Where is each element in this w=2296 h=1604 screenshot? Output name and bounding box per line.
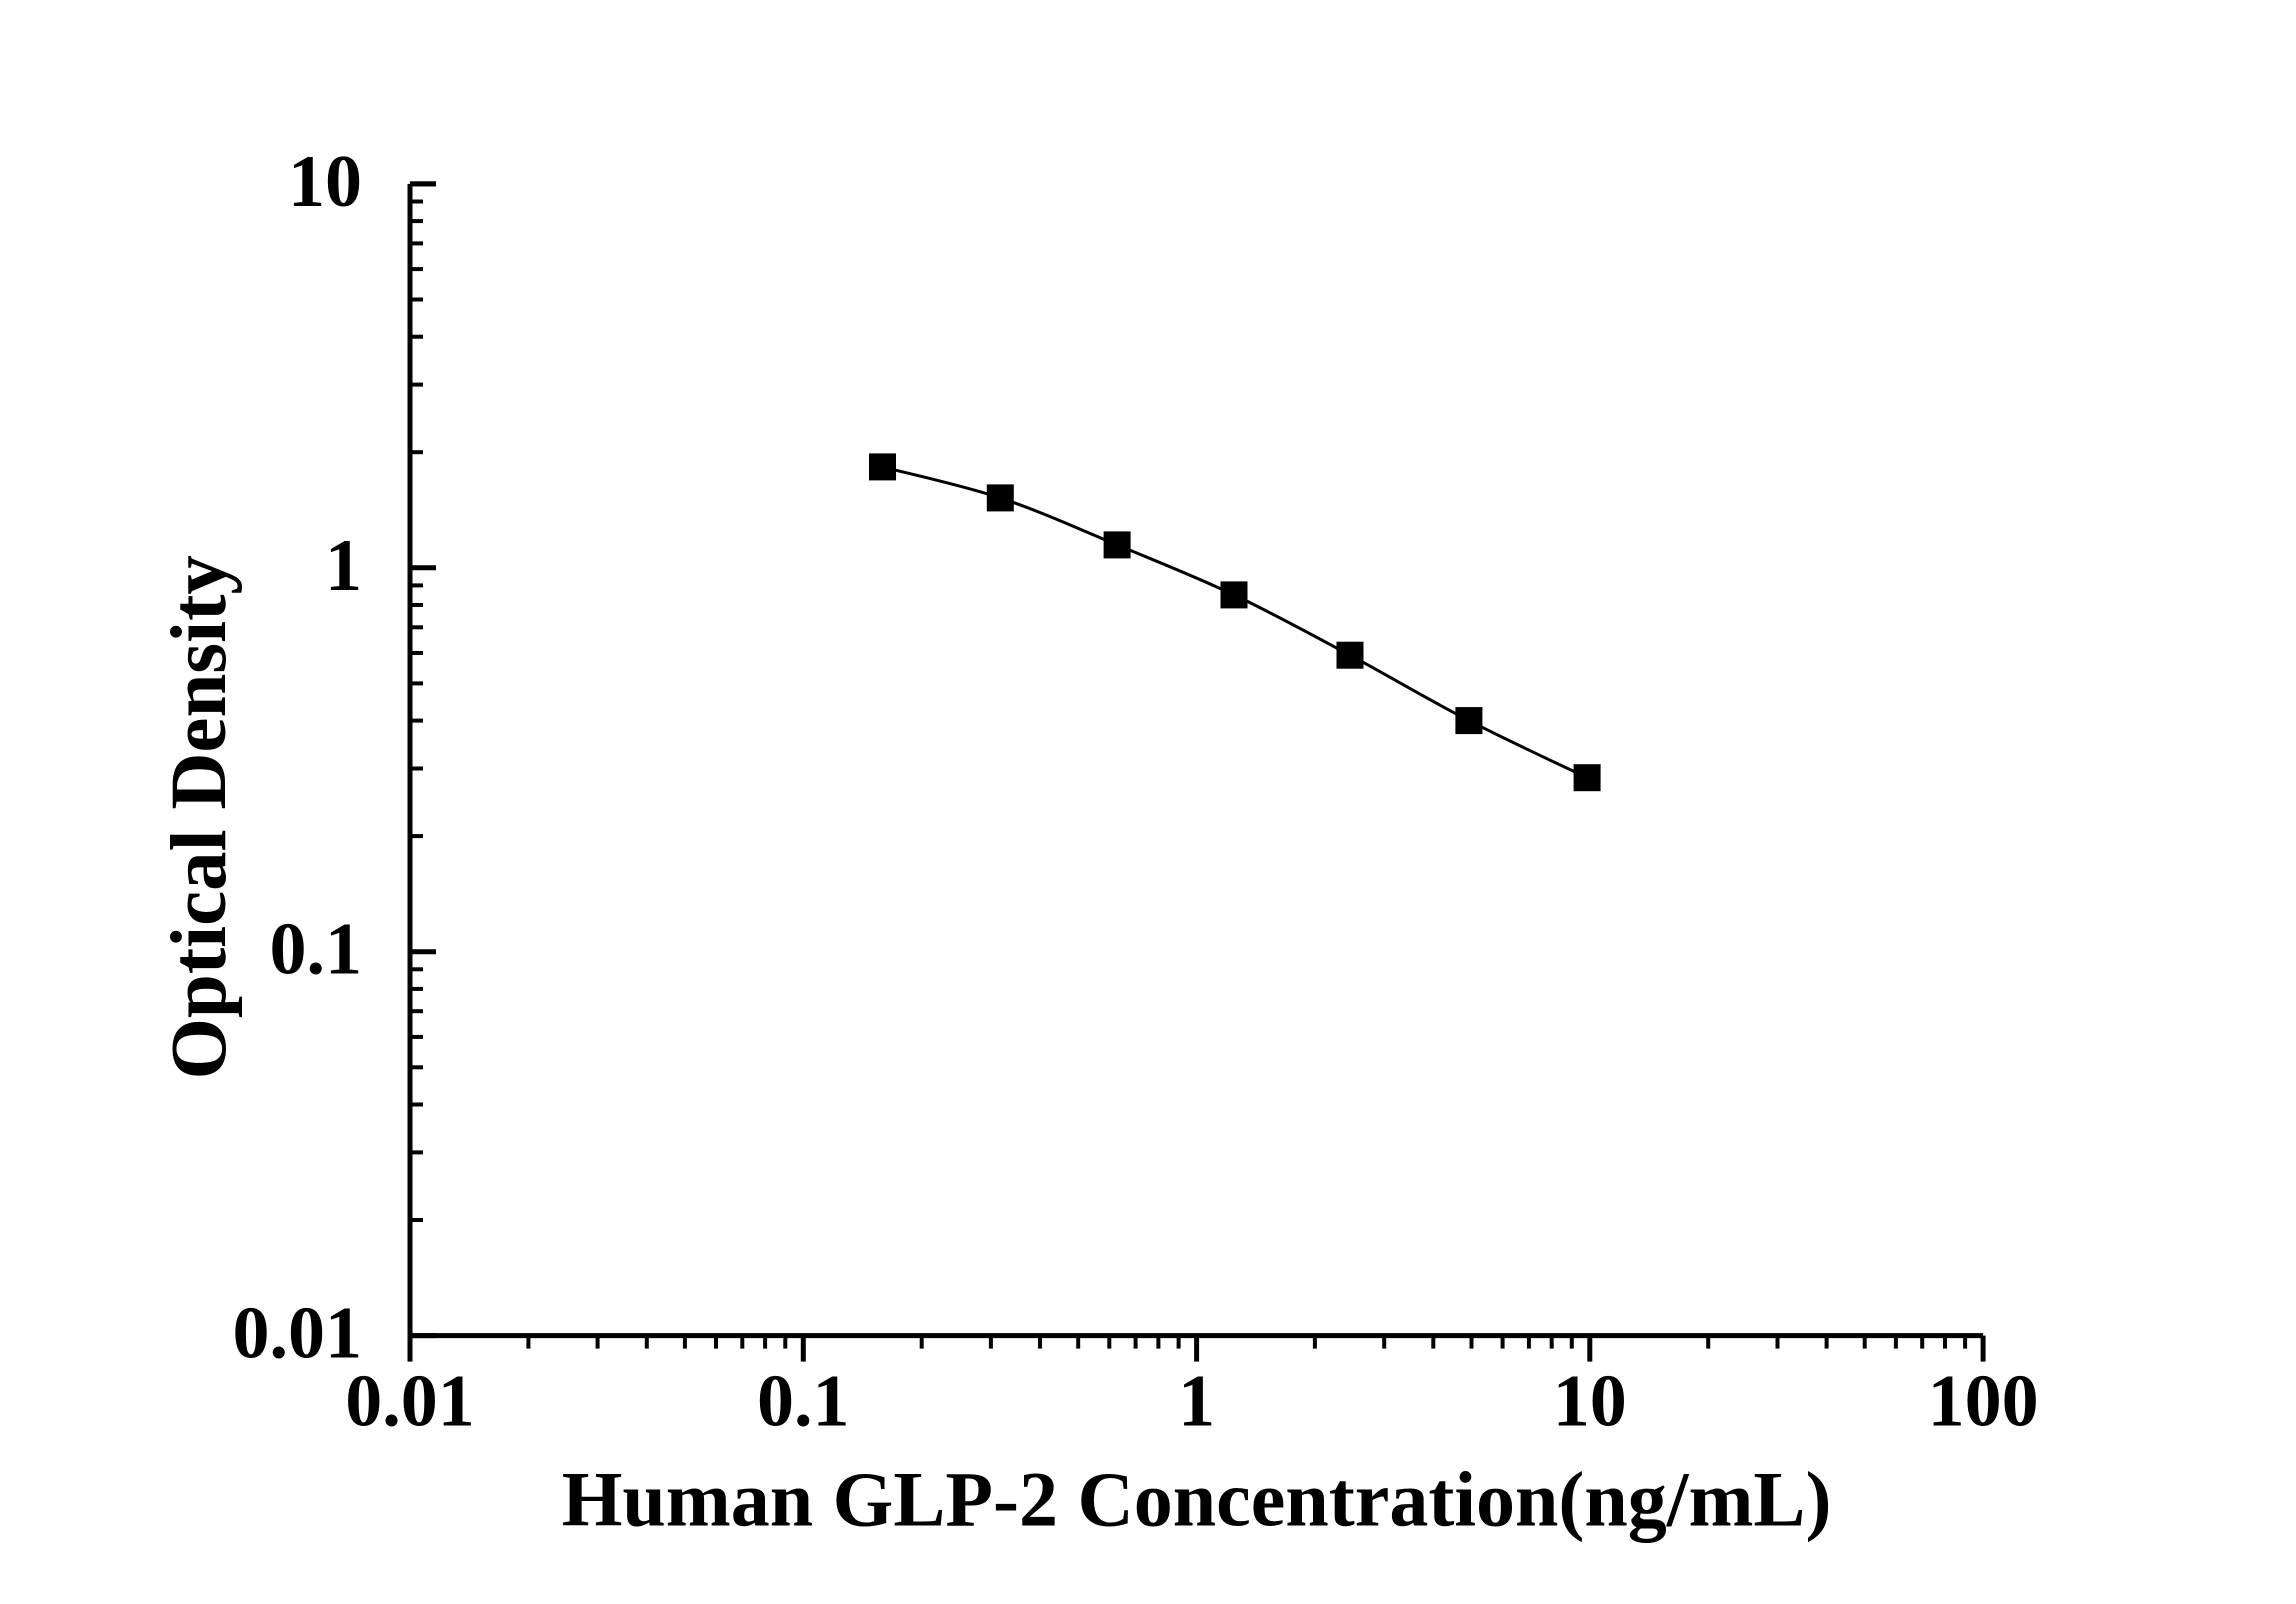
svg-text:1: 1	[325, 525, 362, 607]
svg-text:10: 10	[1553, 1361, 1627, 1443]
svg-text:100: 100	[1928, 1361, 2039, 1443]
svg-text:10: 10	[288, 141, 362, 223]
svg-text:0.01: 0.01	[345, 1361, 475, 1443]
svg-text:1: 1	[1178, 1361, 1215, 1443]
svg-text:Human GLP-2 Concentration(ng/m: Human GLP-2 Concentration(ng/mL)	[562, 1456, 1832, 1543]
svg-text:0.01: 0.01	[233, 1293, 363, 1375]
svg-text:0.1: 0.1	[270, 909, 363, 991]
svg-text:0.1: 0.1	[757, 1361, 850, 1443]
svg-text:Optical Density: Optical Density	[156, 555, 243, 1079]
